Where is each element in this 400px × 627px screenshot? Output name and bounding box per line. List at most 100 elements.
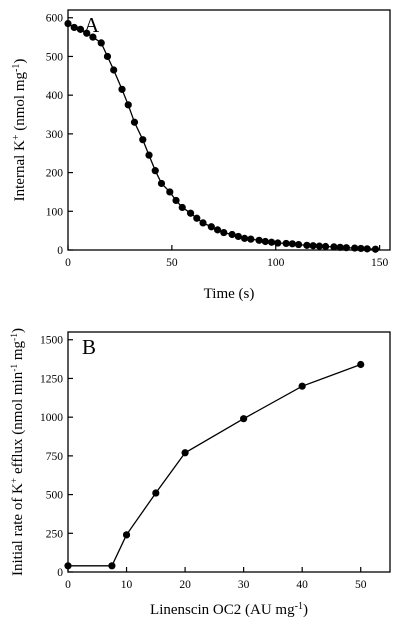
- panel-a-y-ticks: 0 100 200 300 400 500 600: [46, 13, 73, 257]
- panel-a-x-tick-label: 150: [371, 257, 389, 269]
- panel-a-data-point: [303, 241, 311, 249]
- panel-b-series-line: [68, 363, 361, 567]
- panel-b-data-point: [240, 415, 248, 423]
- panel-a-y-title-part: (nmol mg: [12, 71, 28, 134]
- panel-b-x-title-sup: -1: [295, 601, 303, 612]
- panel-a-data-point: [336, 243, 344, 251]
- panel-b-data-point: [181, 449, 189, 457]
- panel-b-data-point: [108, 562, 116, 570]
- panel-a-y-tick-label: 500: [46, 51, 64, 63]
- panel-a-data-point: [70, 23, 78, 32]
- panel-a-data-point: [193, 214, 201, 222]
- panel-b-x-axis-title: Linenscin OC2 (AU mg-1): [150, 601, 308, 619]
- panel-a-data-point: [228, 230, 236, 239]
- panel-a-data-point: [357, 244, 365, 253]
- panel-a-plot-frame: [67, 9, 391, 251]
- panel-b-y-tick-label: 1250: [40, 373, 63, 385]
- panel-b-y-title-sup: +: [10, 478, 20, 483]
- panel-a-data-point: [309, 242, 317, 250]
- panel-a-data-point: [363, 245, 371, 253]
- panel-b-x-title-part: ): [303, 602, 308, 618]
- panel-a-series: [64, 19, 380, 253]
- panel-a-data-point: [186, 209, 195, 217]
- panel-b-y-title-part: Initial rate of K: [10, 483, 26, 576]
- panel-a-data-point: [322, 242, 330, 251]
- panel-b-y-tick-label: 750: [46, 451, 64, 463]
- panel-b-y-title-part: ): [10, 328, 26, 333]
- panel-b-series: [64, 360, 365, 570]
- panel-a-data-point: [267, 238, 276, 246]
- panel-a-data-point: [97, 39, 105, 47]
- panel-b-data-point: [122, 531, 131, 539]
- panel-a-y-tick-label: 100: [46, 206, 64, 218]
- panel-b-y-tick-label: 250: [46, 528, 64, 540]
- panel-a-data-point: [282, 239, 290, 248]
- panel-a-data-point: [172, 196, 180, 205]
- panel-a-data-point: [234, 232, 242, 241]
- panel-b-x-tick-label: 50: [355, 579, 367, 591]
- panel-a-x-tick-label: 0: [65, 257, 71, 269]
- panel-a-data-point: [83, 29, 91, 37]
- panel-a-data-point: [89, 33, 97, 41]
- panel-b-data-point: [152, 489, 160, 497]
- panel-a-data-point: [288, 240, 296, 248]
- panel-a-data-point: [151, 167, 159, 175]
- panel-a-data-point: [255, 236, 263, 244]
- panel-b-label: B: [82, 335, 96, 359]
- panel-b-y-title-part: efflux (nmol min: [10, 371, 26, 477]
- panel-b-plot-frame: [67, 331, 391, 573]
- panel-b-x-title-part: Linenscin OC2 (AU mg: [150, 602, 295, 618]
- panel-a-y-tick-label: 400: [46, 90, 64, 102]
- panel-a-data-point: [213, 226, 222, 234]
- panel-b-y-axis-title: Initial rate of K+ efflux (nmol min-1 mg…: [10, 328, 26, 576]
- panel-a-x-tick-label: 50: [166, 257, 178, 269]
- panel-b-y-tick-label: 0: [57, 567, 63, 579]
- panel-b-data-point: [298, 382, 306, 390]
- panel-b-x-tick-label: 30: [238, 579, 250, 591]
- panel-b: B 0 10 20 30 40 50 0 250 500 750 1000 1250 1500 Lin…: [10, 328, 391, 619]
- panel-a-x-tick-label: 100: [267, 257, 285, 269]
- panel-a-data-point: [64, 19, 72, 28]
- panel-b-y-tick-label: 1500: [40, 335, 63, 347]
- panel-a-data-point: [207, 223, 215, 231]
- panel-a-y-tick-label: 0: [57, 245, 63, 257]
- panel-b-y-ticks: 0 250 500 750 1000 1250 1500: [40, 335, 73, 579]
- panel-a-data-point: [247, 235, 255, 243]
- panel-a-data-point: [139, 136, 147, 144]
- panel-a-y-title-sup: -1: [11, 64, 22, 72]
- panel-a-data-point: [274, 239, 282, 247]
- panel-a-data-point: [76, 25, 85, 33]
- panel-a-data-point: [342, 244, 350, 252]
- panel-b-y-tick-label: 500: [46, 490, 64, 502]
- panel-b-x-ticks: 0 10 20 30 40 50: [65, 567, 367, 591]
- panel-a-data-point: [178, 203, 186, 212]
- panel-a-data-point: [124, 101, 132, 109]
- panel-a-data-point: [240, 234, 249, 242]
- panel-a-data-point: [157, 179, 166, 188]
- panel-a-series-line: [67, 22, 376, 250]
- panel-a-data-point: [118, 85, 126, 93]
- panel-a-data-point: [371, 245, 380, 253]
- panel-a-data-point: [294, 240, 303, 249]
- panel-a-data-point: [315, 242, 323, 250]
- panel-a-y-title-part: Internal K: [12, 140, 28, 201]
- panel-b-y-title-part: mg: [10, 340, 26, 363]
- panel-b-x-tick-label: 0: [65, 579, 71, 591]
- panel-b-x-tick-label: 20: [179, 579, 191, 591]
- panel-a-data-point: [261, 237, 269, 246]
- panel-b-x-tick-label: 10: [121, 579, 133, 591]
- panel-a-x-axis-title: Time (s): [204, 286, 255, 302]
- panel-a-data-point: [199, 219, 207, 227]
- panel-a-data-point: [351, 244, 359, 252]
- panel-a-y-tick-label: 600: [46, 13, 64, 25]
- panel-a-y-axis-title: Internal K+ (nmol mg-1): [11, 59, 29, 202]
- panel-b-y-title-sup: -1: [10, 364, 20, 372]
- panel-a-data-point: [145, 151, 153, 159]
- panel-a-data-point: [110, 66, 118, 74]
- panel-a-data-point: [220, 228, 228, 237]
- panel-a-data-point: [166, 188, 174, 196]
- panel-b-y-title-sup: -1: [10, 333, 20, 341]
- panel-a-data-point: [130, 118, 139, 126]
- panel-b-data-point: [357, 360, 365, 369]
